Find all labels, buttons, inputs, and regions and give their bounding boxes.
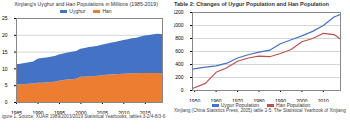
html-text:Xinjiang (China Statistics Pre: Xinjiang (China Statistics Press, 2005) … [174,108,346,113]
svg-text:2010: 2010 [118,110,129,114]
svg-text:200: 200 [175,74,184,80]
svg-text:1970: 1970 [232,98,243,102]
svg-text:2010: 2010 [318,98,329,102]
svg-text:0: 0 [181,87,184,93]
svg-text:1995: 1995 [54,110,65,114]
html-text:Han: Han [102,8,112,14]
svg-text:15: 15 [2,49,8,55]
svg-text:600: 600 [175,48,184,54]
svg-text:800: 800 [175,35,184,41]
svg-text:25: 25 [2,15,8,21]
html-text:Han Population: Han Population [276,102,311,108]
svg-text:1950: 1950 [189,98,200,102]
svg-text:1000: 1000 [174,22,184,28]
svg-text:2000: 2000 [296,98,307,102]
svg-text:1985: 1985 [11,110,22,114]
svg-text:5: 5 [5,82,8,88]
svg-text:2015: 2015 [140,110,151,114]
svg-text:2000: 2000 [75,110,86,114]
html-text:igure 1. Source: XUAR 1989/200: igure 1. Source: XUAR 1989/2003/2019 Sta… [2,114,166,119]
html-text:Table 2: Changes of Uygur Popu: Table 2: Changes of Uygur Population and… [174,1,329,7]
svg-text:20: 20 [2,32,8,38]
html-text:Xinjiang's Uyghur and Han Popu: Xinjiang's Uyghur and Han Populations in… [14,1,158,7]
svg-text:400: 400 [175,61,184,67]
svg-text:1960: 1960 [211,98,222,102]
html-text:Uygur Population: Uygur Population [220,102,260,108]
svg-text:1990: 1990 [275,98,286,102]
svg-text:0: 0 [5,99,8,105]
svg-text:1200: 1200 [174,9,184,15]
html-text:Uyghur: Uyghur [69,8,86,14]
svg-text:10: 10 [2,66,8,72]
svg-text:1990: 1990 [32,110,43,114]
svg-text:1980: 1980 [253,98,264,102]
svg-text:2005: 2005 [97,110,108,114]
